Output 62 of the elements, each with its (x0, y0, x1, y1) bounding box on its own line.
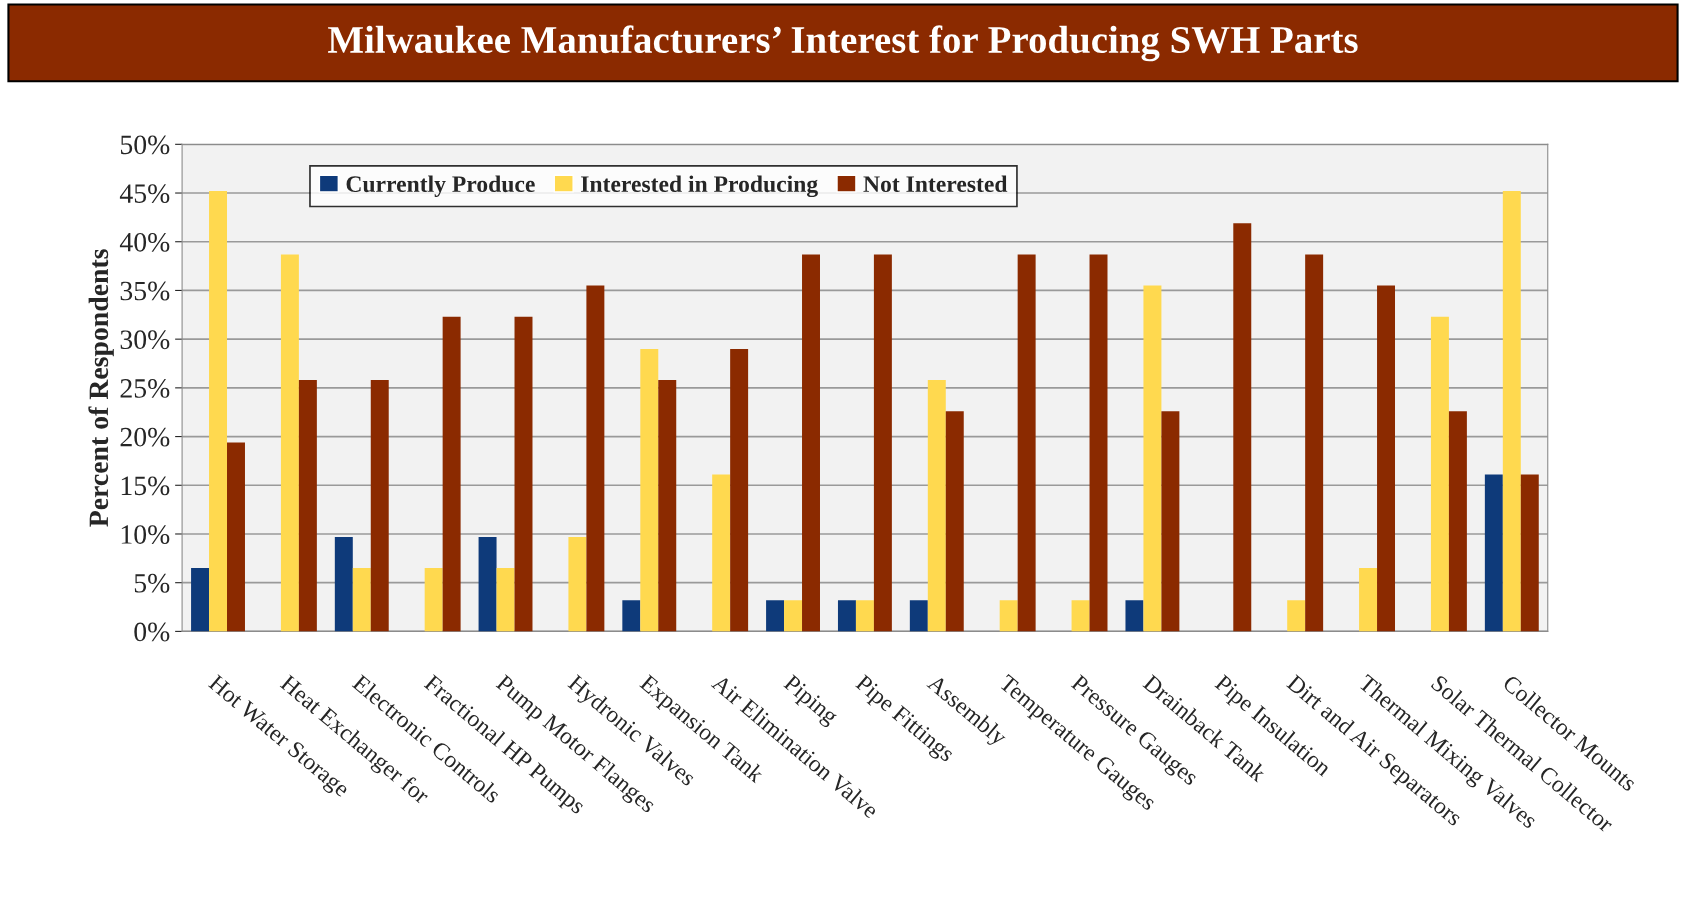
bar (352, 568, 371, 632)
bar (730, 348, 749, 632)
bar (1484, 474, 1503, 632)
bar (298, 380, 317, 632)
bar (1448, 411, 1467, 632)
bar (1430, 316, 1449, 632)
y-tick-label: 30% (120, 330, 170, 350)
bar (496, 568, 515, 632)
bar (370, 380, 389, 632)
bar (837, 600, 856, 632)
bar (191, 568, 210, 632)
y-tick-label: 10% (121, 525, 170, 544)
bar (658, 380, 677, 632)
bar (999, 600, 1018, 632)
bar (1502, 191, 1521, 632)
y-tick-label: 45% (119, 184, 170, 204)
bar (1359, 568, 1378, 632)
y-tick-label: 5% (134, 573, 170, 593)
bar (622, 600, 641, 632)
bar (280, 254, 299, 632)
bar (424, 568, 443, 632)
bar (1125, 600, 1144, 632)
bar (927, 380, 946, 632)
y-tick-label: 40% (119, 232, 170, 252)
bar (1233, 223, 1252, 632)
bar (478, 536, 497, 632)
y-tick-label: 25% (120, 379, 170, 398)
bar (945, 411, 964, 632)
bar (1377, 285, 1396, 632)
bar (586, 285, 605, 632)
bar (1017, 254, 1036, 632)
bar (1071, 600, 1090, 632)
bar (855, 600, 874, 632)
y-tick-label: 15% (121, 476, 170, 496)
y-tick-label: 20% (120, 427, 170, 447)
chart-title: Milwaukee Manufacturers’ Interest for Producing SWH Parts (328, 25, 1358, 62)
y-tick-label: 50% (120, 135, 170, 155)
bar (802, 254, 820, 632)
bar (1287, 600, 1306, 632)
bar (909, 600, 928, 632)
bar (1520, 474, 1539, 632)
bar (712, 474, 731, 632)
bar (514, 316, 533, 632)
bar (442, 316, 461, 632)
bar (227, 442, 245, 632)
bar (334, 536, 353, 632)
bar (784, 600, 803, 632)
legend-label: Currently Produce (346, 175, 535, 197)
legend-label: Not Interested (863, 175, 1008, 193)
y-axis-title: Percent of Respondents (88, 249, 114, 527)
bar (1161, 411, 1180, 632)
bar (568, 536, 587, 632)
bar (1089, 254, 1108, 632)
bar (209, 191, 228, 632)
bar (640, 348, 659, 632)
bar (873, 254, 892, 632)
bar (766, 600, 785, 632)
y-tick-label: 0% (134, 622, 170, 642)
bar (1305, 254, 1324, 632)
legend-label: Interested in Producing (581, 175, 818, 198)
bar (1143, 285, 1162, 632)
y-tick-label: 35% (120, 281, 170, 301)
